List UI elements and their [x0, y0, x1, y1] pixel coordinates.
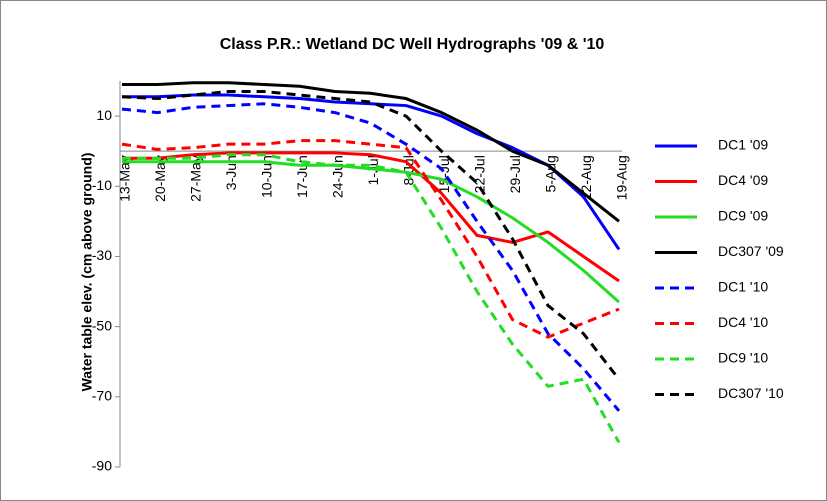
- x-tick-label: 24-Jun: [330, 155, 346, 198]
- x-tick-label: 10-Jun: [259, 155, 275, 198]
- y-tick-label: -70: [92, 388, 112, 404]
- legend-label: DC1 '09: [718, 137, 768, 153]
- x-tick-label: 19-Aug: [614, 155, 630, 200]
- legend-label: DC307 '10: [718, 385, 784, 401]
- series-line: [121, 90, 621, 381]
- x-tick-label: 13-May: [117, 155, 133, 202]
- series-line: [122, 153, 621, 444]
- legend-label: DC1 '10: [718, 279, 768, 295]
- legend-label: DC307 '09: [718, 243, 784, 259]
- series-line: [121, 102, 621, 412]
- chart-title: Class P.R.: Wetland DC Well Hydrographs …: [220, 36, 605, 53]
- legend-label: DC9 '09: [718, 208, 768, 224]
- y-tick-label: -10: [92, 177, 112, 193]
- series-line: [122, 81, 620, 223]
- x-tick-label: 3-Jun: [223, 155, 239, 190]
- series-line: [121, 139, 620, 339]
- legend-label: DC9 '10: [718, 350, 768, 366]
- series-line: [122, 160, 620, 304]
- legend-label: DC4 '10: [718, 314, 768, 330]
- legend-label: DC4 '09: [718, 172, 768, 188]
- x-tick-label: 20-May: [152, 155, 168, 202]
- y-tick-label: -90: [92, 458, 112, 474]
- x-tick-label: 27-May: [188, 155, 204, 202]
- x-tick-label: 22-Jul: [472, 155, 488, 193]
- y-tick-label: -30: [92, 247, 112, 263]
- x-tick-label: 15-Jul: [436, 155, 452, 193]
- x-tick-label: 12-Aug: [578, 155, 594, 200]
- y-tick-label: 10: [96, 107, 112, 123]
- y-axis-label: Water table elev. (cm above ground): [79, 153, 95, 392]
- y-tick-label: -50: [92, 317, 112, 333]
- x-tick-label: 29-Jul: [507, 155, 523, 193]
